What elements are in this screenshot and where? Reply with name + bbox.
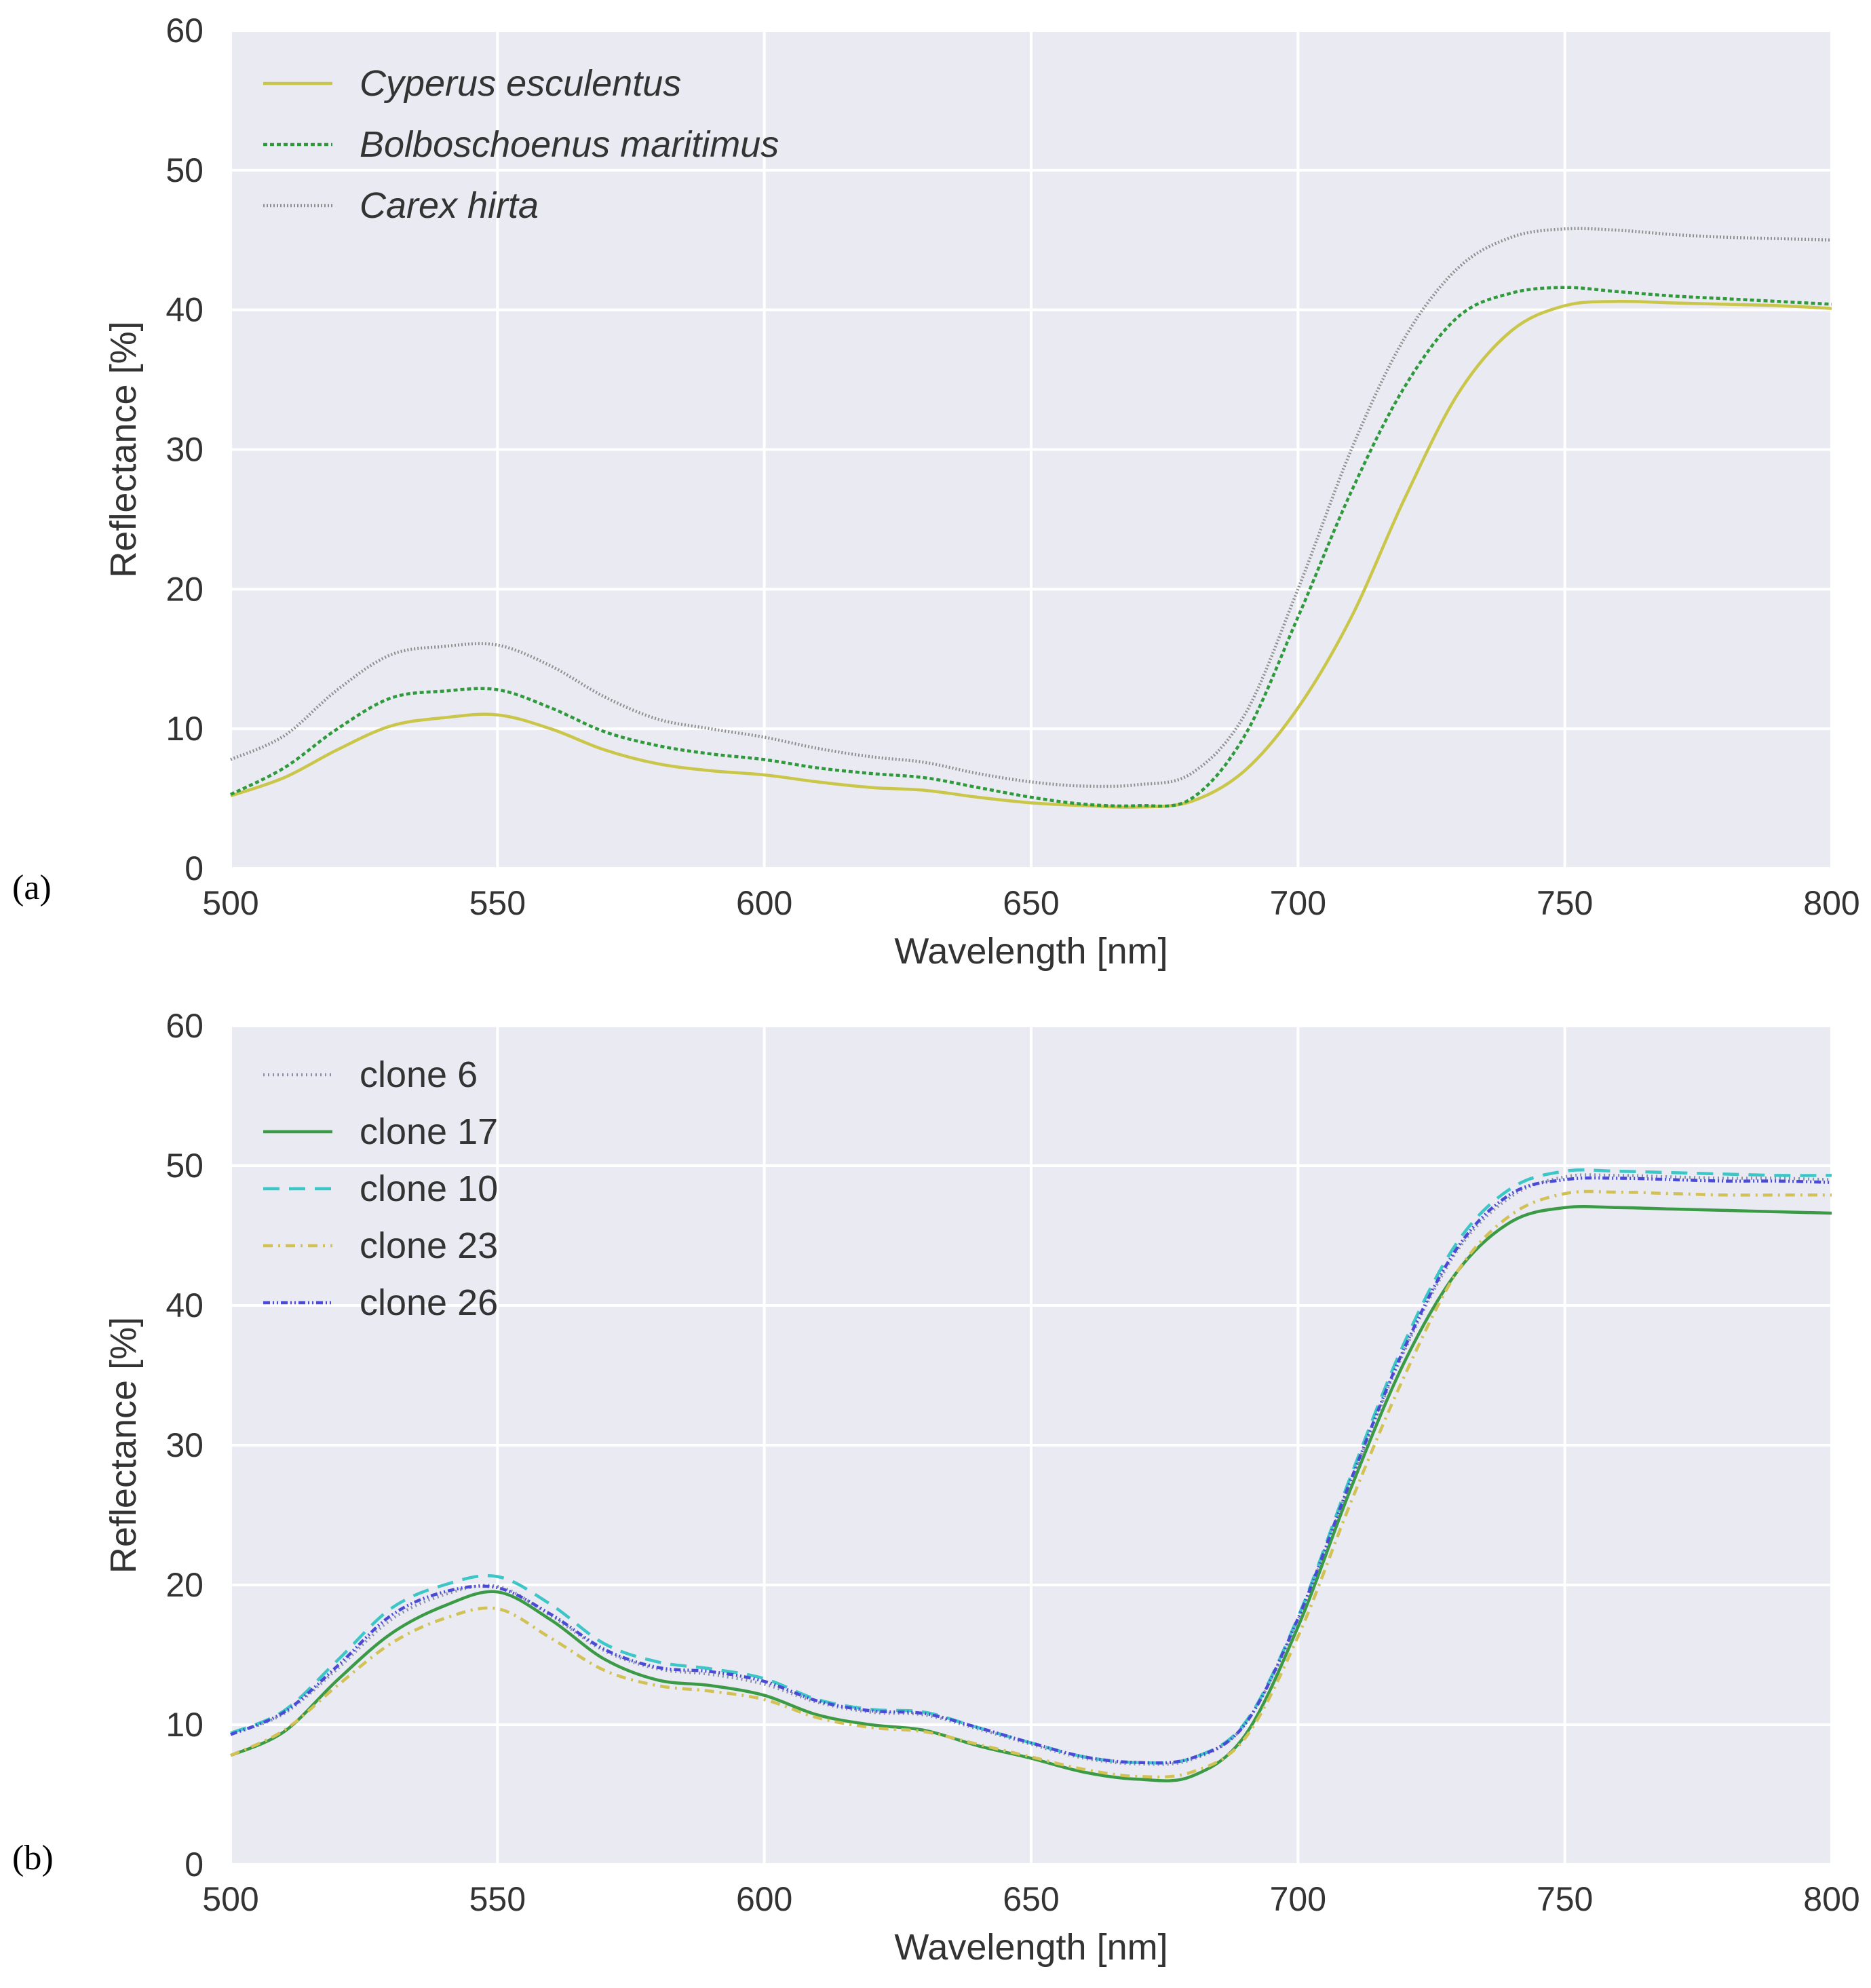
series-line [230, 1189, 1832, 1779]
series-line [230, 1168, 1832, 1765]
y-tick-label: 60 [166, 12, 204, 50]
panel-label: (b) [12, 1839, 54, 1877]
y-tick-label: 0 [185, 1846, 204, 1884]
x-tick-label: 700 [1270, 1880, 1326, 1918]
x-tick-label: 500 [202, 1880, 258, 1918]
y-axis-label: Reflectance [%] [103, 1317, 144, 1573]
x-tick-label: 800 [1803, 884, 1859, 922]
y-tick-label: 20 [166, 1566, 204, 1604]
x-axis-label: Wavelength [nm] [894, 931, 1168, 972]
legend-label: clone 23 [360, 1225, 498, 1266]
x-tick-label: 600 [736, 884, 792, 922]
series-line [230, 1204, 1832, 1782]
y-tick-label: 50 [166, 1147, 204, 1185]
series-line [230, 286, 1832, 808]
y-tick-label: 20 [166, 570, 204, 608]
legend-label: clone 26 [360, 1282, 498, 1323]
legend-label: clone 6 [360, 1054, 478, 1095]
x-tick-label: 650 [1003, 884, 1059, 922]
x-axis-label: Wavelength [nm] [894, 1927, 1168, 1968]
x-tick-label: 650 [1003, 1880, 1059, 1918]
panel-label: (a) [12, 868, 52, 907]
y-tick-label: 10 [166, 1706, 204, 1744]
y-tick-label: 30 [166, 431, 204, 469]
panel-b-chart: 500 550 600 650 700 750 800 0 10 20 30 40 50 60 Wavele… [12, 1007, 1860, 1968]
series-line [230, 1176, 1832, 1765]
y-tick-label: 50 [166, 151, 204, 189]
legend-label: clone 10 [360, 1168, 498, 1209]
legend-label: clone 17 [360, 1111, 498, 1152]
panel-a-chart: 500 550 600 650 700 750 800 0 10 20 30 40 50 60 Wavele… [12, 12, 1860, 972]
x-tick-label: 800 [1803, 1880, 1859, 1918]
y-tick-label: 30 [166, 1426, 204, 1464]
series-line [230, 299, 1832, 809]
legend-label: Carex hirta [360, 185, 539, 226]
x-tick-label: 600 [736, 1880, 792, 1918]
x-tick-label: 550 [469, 884, 526, 922]
x-tick-label: 750 [1537, 1880, 1593, 1918]
x-tick-label: 750 [1537, 884, 1593, 922]
y-tick-label: 40 [166, 291, 204, 329]
x-tick-label: 550 [469, 1880, 526, 1918]
x-tick-label: 500 [202, 884, 258, 922]
legend-label: Bolboschoenus maritimus [360, 124, 779, 165]
legend-label: Cyperus esculentus [360, 63, 681, 104]
y-axis-label: Reflectance [%] [103, 321, 144, 577]
y-tick-label: 10 [166, 710, 204, 748]
y-tick-label: 40 [166, 1286, 204, 1324]
y-tick-label: 60 [166, 1007, 204, 1045]
x-tick-label: 700 [1270, 884, 1326, 922]
y-tick-label: 0 [185, 849, 204, 887]
